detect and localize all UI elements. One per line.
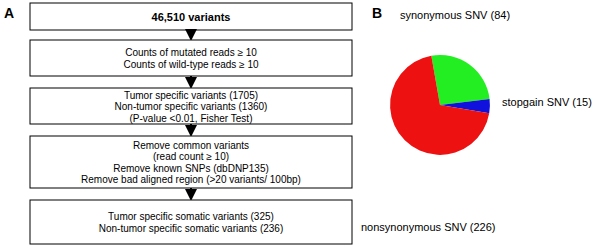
svg-text:(read count ≥ 10): (read count ≥ 10) — [153, 151, 229, 162]
svg-text:A: A — [4, 5, 14, 21]
svg-text:Tumor specific variants (1705): Tumor specific variants (1705) — [124, 90, 258, 101]
svg-text:Non-tumor specific variants (1: Non-tumor specific variants (1360) — [115, 101, 268, 112]
svg-text:(P-value <0.01, Fisher Test): (P-value <0.01, Fisher Test) — [130, 113, 253, 124]
svg-text:Remove bad aligned region (>20: Remove bad aligned region (>20 variants/… — [81, 174, 301, 185]
svg-text:Tumor specific somatic variant: Tumor specific somatic variants (325) — [108, 211, 274, 222]
svg-text:nonsynonymous SNV (226): nonsynonymous SNV (226) — [361, 221, 496, 233]
svg-text:Counts of wild-type reads ≥ 10: Counts of wild-type reads ≥ 10 — [124, 59, 259, 70]
svg-text:Counts of mutated reads ≥ 10: Counts of mutated reads ≥ 10 — [125, 47, 257, 58]
svg-text:synonymous SNV (84): synonymous SNV (84) — [400, 9, 510, 21]
svg-text:Non-tumor specific somatic var: Non-tumor specific somatic variants (236… — [99, 223, 284, 234]
svg-text:stopgain SNV (15): stopgain SNV (15) — [502, 96, 592, 108]
svg-text:Remove common variants: Remove common variants — [133, 140, 249, 151]
svg-text:46,510 variants: 46,510 variants — [152, 11, 231, 23]
svg-text:B: B — [372, 5, 382, 21]
svg-text:Remove known SNPs (dbDNP135): Remove known SNPs (dbDNP135) — [113, 163, 269, 174]
